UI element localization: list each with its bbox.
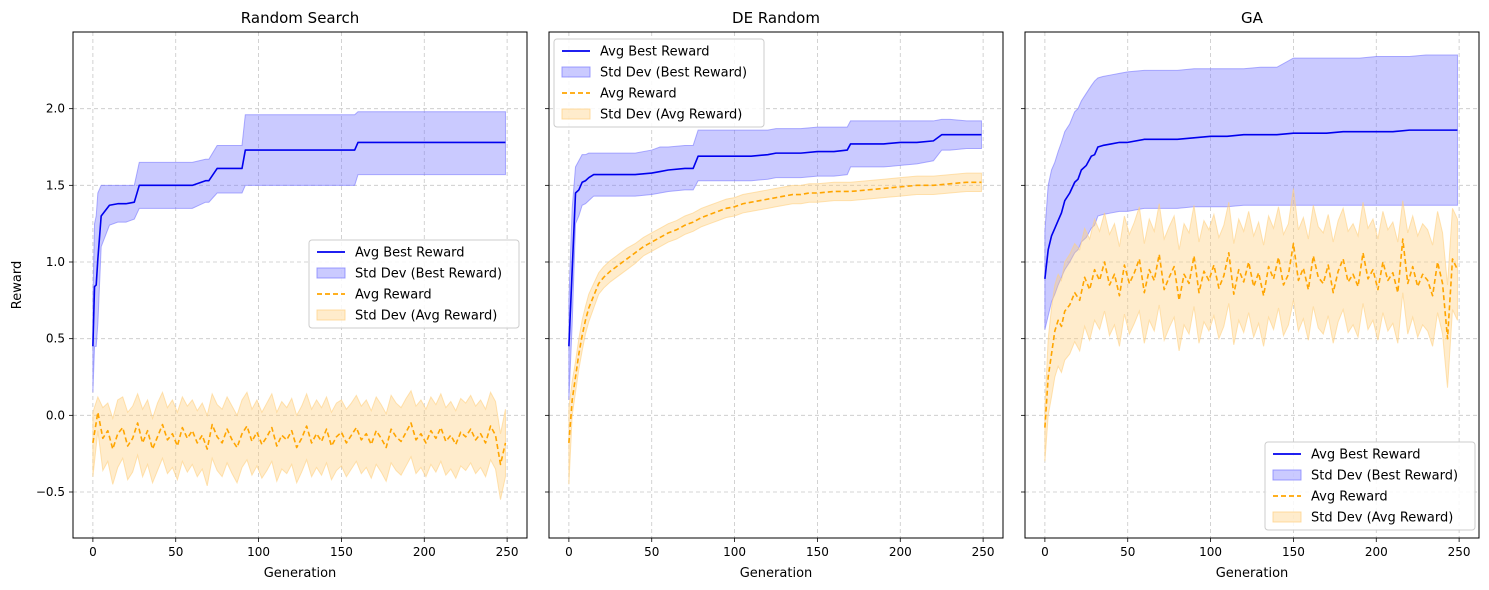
x-axis-label: Generation xyxy=(1216,566,1289,581)
x-tick-label: 50 xyxy=(1120,545,1135,559)
legend-label: Avg Reward xyxy=(1311,490,1388,505)
x-tick-label: 0 xyxy=(565,545,573,559)
x-tick-label: 200 xyxy=(889,545,912,559)
x-tick-label: 250 xyxy=(496,545,519,559)
x-axis-label: Generation xyxy=(264,566,337,581)
panel-de-random: DE Random Generation 0 50 100 150 200 250 Avg … xyxy=(545,9,1004,581)
legend-frame xyxy=(553,38,765,128)
legend-label: Std Dev (Avg Reward) xyxy=(355,309,497,324)
panel-title: GA xyxy=(1241,9,1264,27)
ticks: 0 50 100 150 200 250 xyxy=(1021,108,1471,559)
y-tick-label: 2.0 xyxy=(46,102,65,116)
x-tick-label: 150 xyxy=(1282,545,1305,559)
x-tick-label: 150 xyxy=(806,545,829,559)
line-avg-best-reward xyxy=(1044,129,1458,279)
legend-label: Avg Reward xyxy=(600,87,677,102)
legend-swatch-std-best xyxy=(561,66,591,78)
y-tick-label: 0.0 xyxy=(46,408,65,422)
line-avg-reward xyxy=(568,181,982,443)
ticks: 0 50 100 150 200 250 −0.5 0.0 0.5 1.0 1.5 2.0 xyxy=(36,102,519,559)
std-band-best-reward xyxy=(1044,54,1458,330)
panel-title: DE Random xyxy=(732,9,820,27)
legend-swatch-std-avg xyxy=(561,108,591,120)
legend: Avg Best Reward Std Dev (Best Reward) Avg … xyxy=(308,239,520,329)
x-tick-label: 0 xyxy=(1041,545,1049,559)
legend-label: Avg Best Reward xyxy=(355,246,465,261)
y-axis-label: Reward xyxy=(10,261,25,309)
legend-frame xyxy=(308,239,520,329)
std-band-best-reward xyxy=(92,111,506,393)
x-tick-label: 250 xyxy=(1448,545,1471,559)
y-tick-label: −0.5 xyxy=(36,485,65,499)
legend: Avg Best Reward Std Dev (Best Reward) Avg … xyxy=(553,38,765,128)
line-avg-best-reward xyxy=(568,133,982,347)
y-tick-label: 0.5 xyxy=(46,332,65,346)
legend-label: Std Dev (Avg Reward) xyxy=(600,108,742,123)
legend-swatch-std-best xyxy=(1272,469,1302,481)
legend-label: Std Dev (Best Reward) xyxy=(600,66,747,81)
line-avg-best-reward xyxy=(92,141,506,347)
legend-label: Std Dev (Best Reward) xyxy=(355,267,502,282)
axes-frame xyxy=(548,31,1004,539)
x-tick-label: 150 xyxy=(330,545,353,559)
panel-title: Random Search xyxy=(241,9,359,27)
legend-swatch-std-best xyxy=(316,267,346,279)
y-tick-label: 1.0 xyxy=(46,255,65,269)
legend-swatch-std-avg xyxy=(1272,511,1302,523)
legend-swatch-std-avg xyxy=(316,309,346,321)
axes-frame xyxy=(1024,31,1480,539)
std-band-best-reward xyxy=(568,118,982,401)
legend-label: Avg Best Reward xyxy=(1311,448,1421,463)
plot-area xyxy=(92,111,507,500)
x-tick-label: 0 xyxy=(89,545,97,559)
line-avg-reward xyxy=(1044,238,1459,428)
x-tick-label: 100 xyxy=(247,545,270,559)
legend: Avg Best Reward Std Dev (Best Reward) Avg … xyxy=(1264,441,1476,531)
ticks: 0 50 100 150 200 250 xyxy=(545,108,995,559)
x-tick-label: 50 xyxy=(168,545,183,559)
x-tick-label: 100 xyxy=(1199,545,1222,559)
axes-frame xyxy=(72,31,528,539)
legend-label: Std Dev (Best Reward) xyxy=(1311,469,1458,484)
x-tick-label: 200 xyxy=(1365,545,1388,559)
grid xyxy=(549,32,1003,538)
x-tick-label: 250 xyxy=(972,545,995,559)
std-band-avg-reward xyxy=(1044,188,1458,462)
x-tick-label: 200 xyxy=(413,545,436,559)
line-avg-reward xyxy=(92,411,507,466)
legend-label: Avg Best Reward xyxy=(600,45,710,60)
panel-random-search: Random Search Generation Reward 0 50 100 15… xyxy=(10,9,528,581)
std-band-avg-reward xyxy=(92,389,506,500)
legend-frame xyxy=(1264,441,1476,531)
x-axis-label: Generation xyxy=(740,566,813,581)
y-tick-label: 1.5 xyxy=(46,178,65,192)
legend-label: Std Dev (Avg Reward) xyxy=(1311,511,1453,526)
x-tick-label: 50 xyxy=(644,545,659,559)
legend-label: Avg Reward xyxy=(355,288,432,303)
plot-area xyxy=(568,118,982,485)
plot-area xyxy=(1044,54,1459,462)
std-band-avg-reward xyxy=(568,172,982,485)
panel-ga: GA Generation 0 50 100 150 200 250 Avg Best Re… xyxy=(1021,9,1480,581)
x-tick-label: 100 xyxy=(723,545,746,559)
